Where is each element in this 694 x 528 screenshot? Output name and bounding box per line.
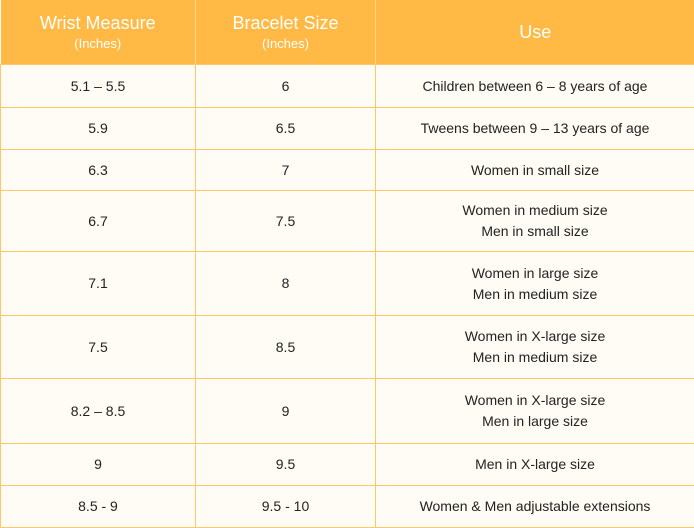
wrist-measure-cell: 8.5 - 9: [1, 486, 196, 528]
wrist-measure-cell: 7.1: [1, 252, 196, 316]
use-line: Women in large size: [376, 263, 694, 284]
header-bracelet-size: Bracelet Size (Inches): [196, 0, 376, 65]
bracelet-size-cell: 6.5: [196, 108, 376, 150]
use-cell: Children between 6 – 8 years of age: [376, 65, 694, 108]
use-cell: Women & Men adjustable extensions: [376, 486, 694, 528]
use-line: Women in small size: [376, 160, 694, 181]
use-line: Women & Men adjustable extensions: [376, 496, 694, 517]
wrist-measure-cell: 7.5: [1, 316, 196, 379]
use-line: Men in large size: [376, 411, 694, 432]
use-line: Men in X-large size: [376, 454, 694, 475]
use-cell: Women in small size: [376, 150, 694, 191]
header-wrist-measure: Wrist Measure (Inches): [1, 0, 196, 65]
header-row: Wrist Measure (Inches) Bracelet Size (In…: [1, 0, 694, 65]
use-line: Women in X-large size: [376, 326, 694, 347]
use-line: Tweens between 9 – 13 years of age: [376, 118, 694, 139]
bracelet-size-cell: 9.5: [196, 444, 376, 486]
bracelet-size-cell: 7: [196, 150, 376, 191]
wrist-measure-cell: 6.7: [1, 191, 196, 252]
wrist-measure-cell: 5.9: [1, 108, 196, 150]
wrist-measure-cell: 5.1 – 5.5: [1, 65, 196, 108]
use-cell: Men in X-large size: [376, 444, 694, 486]
use-line: Men in medium size: [376, 284, 694, 305]
bracelet-size-cell: 9.5 - 10: [196, 486, 376, 528]
header-use: Use: [376, 0, 694, 65]
use-line: Men in medium size: [376, 347, 694, 368]
use-cell: Tweens between 9 – 13 years of age: [376, 108, 694, 150]
use-line: Men in small size: [376, 221, 694, 242]
bracelet-size-cell: 9: [196, 379, 376, 444]
bracelet-size-cell: 8: [196, 252, 376, 316]
use-line: Women in X-large size: [376, 390, 694, 411]
bracelet-size-cell: 7.5: [196, 191, 376, 252]
use-line: Women in medium size: [376, 200, 694, 221]
bracelet-size-cell: 6: [196, 65, 376, 108]
bracelet-size-cell: 8.5: [196, 316, 376, 379]
wrist-measure-cell: 9: [1, 444, 196, 486]
wrist-measure-cell: 6.3: [1, 150, 196, 191]
wrist-measure-cell: 8.2 – 8.5: [1, 379, 196, 444]
use-line: Children between 6 – 8 years of age: [376, 76, 694, 97]
